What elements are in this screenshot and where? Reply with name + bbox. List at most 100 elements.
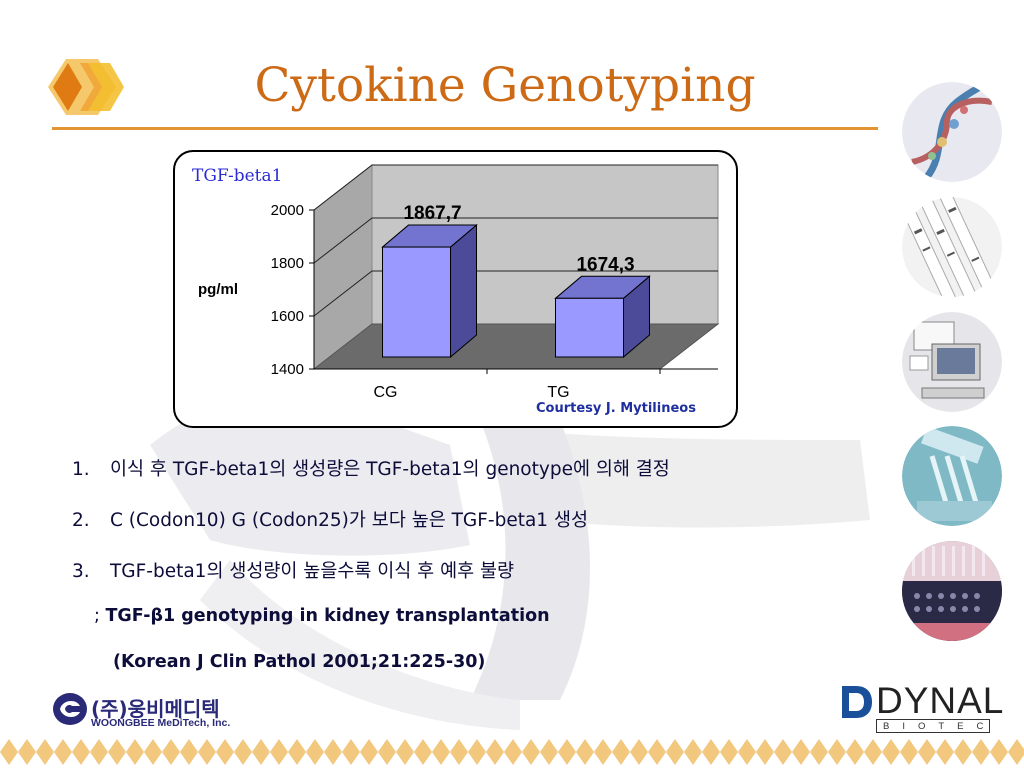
list-item: 2. C (Codon10) G (Codon25)가 보다 높은 TGF-bet… <box>72 506 882 557</box>
band-diamond <box>756 739 774 765</box>
band-diamond <box>216 739 234 765</box>
chart-bar <box>382 246 451 358</box>
band-diamond <box>918 739 936 765</box>
band-diamond <box>882 739 900 765</box>
band-diamond <box>522 739 540 765</box>
band-diamond <box>360 739 378 765</box>
band-diamond <box>432 739 450 765</box>
band-diamond <box>36 739 54 765</box>
company-name-korean: (주)웅비메디텍 <box>91 697 220 721</box>
band-diamond <box>90 739 108 765</box>
decorative-bottom-band <box>0 739 1024 765</box>
chart-credit: Courtesy J. Mytilineos <box>536 401 696 416</box>
chart-y-tick-label: 2000 <box>271 202 304 219</box>
pipette-tips-icon <box>902 426 1002 526</box>
list-item: 1. 이식 후 TGF-beta1의 생성량은 TGF-beta1의 genoty… <box>72 455 882 506</box>
band-diamond <box>72 739 90 765</box>
findings-list: 1. 이식 후 TGF-beta1의 생성량은 TGF-beta1의 genoty… <box>72 455 882 608</box>
band-diamond <box>972 739 990 765</box>
band-diamond <box>990 739 1008 765</box>
band-diamond <box>828 739 846 765</box>
company-name-english: WOONGBEE MeDiTech, Inc. <box>91 717 231 729</box>
band-diamond <box>378 739 396 765</box>
reference-title: ; TGF-β1 genotyping in kidney transplant… <box>94 606 550 626</box>
band-diamond <box>594 739 612 765</box>
band-diamond <box>18 739 36 765</box>
band-diamond <box>324 739 342 765</box>
chart-y-tick-label: 1600 <box>271 308 304 325</box>
band-diamond <box>720 739 738 765</box>
band-diamond <box>180 739 198 765</box>
partner-logo-text: DYNAL <box>876 680 1005 721</box>
band-diamond <box>198 739 216 765</box>
band-diamond <box>900 739 918 765</box>
band-diamond <box>504 739 522 765</box>
chart-y-tick-label: 1800 <box>271 255 304 272</box>
band-diamond <box>288 739 306 765</box>
chart-bar <box>555 297 624 358</box>
band-diamond <box>54 739 72 765</box>
chart-gridline <box>313 270 718 317</box>
page-title: Cytokine Genotyping <box>254 58 756 113</box>
title-divider <box>52 127 878 130</box>
band-diamond <box>648 739 666 765</box>
band-diamond <box>108 739 126 765</box>
band-diamond <box>666 739 684 765</box>
band-diamond <box>144 739 162 765</box>
band-diamond <box>0 739 18 765</box>
microplate-icon <box>902 541 1002 641</box>
band-diamond <box>738 739 756 765</box>
band-diamond <box>810 739 828 765</box>
band-diamond <box>846 739 864 765</box>
band-diamond <box>252 739 270 765</box>
chart-data-label: 1674,3 <box>576 254 634 275</box>
reference-title-text: TGF-β1 genotyping in kidney transplantat… <box>105 606 550 626</box>
band-diamond <box>396 739 414 765</box>
band-diamond <box>684 739 702 765</box>
list-item-number: 1. <box>72 459 90 480</box>
band-diamond <box>234 739 252 765</box>
list-item-text: C (Codon10) G (Codon25)가 보다 높은 TGF-beta1… <box>110 510 588 531</box>
band-diamond <box>540 739 558 765</box>
chart-gridline <box>313 164 718 211</box>
chart-x-tick-label: TG <box>547 384 569 401</box>
list-item-number: 3. <box>72 561 90 582</box>
chart-data-label: 1867,7 <box>403 203 461 224</box>
list-item-text: 이식 후 TGF-beta1의 생성량은 TGF-beta1의 genotype… <box>110 459 670 480</box>
list-item-text: TGF-beta1의 생성량이 높을수록 이식 후 예후 불량 <box>110 561 515 582</box>
partner-subtitle: BIOTECH <box>876 719 990 733</box>
band-diamond <box>630 739 648 765</box>
band-diamond <box>486 739 504 765</box>
chart-y-tick-label: 1400 <box>271 361 304 378</box>
band-diamond <box>162 739 180 765</box>
band-diamond <box>270 739 288 765</box>
band-diamond <box>774 739 792 765</box>
chart-floor <box>312 323 720 370</box>
band-diamond <box>954 739 972 765</box>
list-item: 3. TGF-beta1의 생성량이 높을수록 이식 후 예후 불량 <box>72 557 882 608</box>
band-diamond <box>558 739 576 765</box>
dynal-logo-icon <box>842 686 872 718</box>
band-diamond <box>1008 739 1024 765</box>
company-logo-icon <box>53 693 87 725</box>
band-diamond <box>576 739 594 765</box>
band-diamond <box>468 739 486 765</box>
band-diamond <box>450 739 468 765</box>
band-diamond <box>126 739 144 765</box>
band-diamond <box>414 739 432 765</box>
band-diamond <box>612 739 630 765</box>
band-diamond <box>306 739 324 765</box>
gel-strips-icon <box>902 197 1002 297</box>
band-diamond <box>936 739 954 765</box>
reference-prefix: ; <box>94 606 100 626</box>
chart-series-label: TGF-beta1 <box>192 166 283 186</box>
chart-gridline <box>313 217 718 264</box>
reference-citation: (Korean J Clin Pathol 2001;21:225-30) <box>113 652 486 672</box>
band-diamond <box>864 739 882 765</box>
band-diamond <box>342 739 360 765</box>
computer-workstation-icon <box>902 312 1002 412</box>
chart-bar-side <box>450 223 477 359</box>
chart-x-tick-label: CG <box>374 384 398 401</box>
chart-y-axis-label: pg/ml <box>198 281 238 298</box>
